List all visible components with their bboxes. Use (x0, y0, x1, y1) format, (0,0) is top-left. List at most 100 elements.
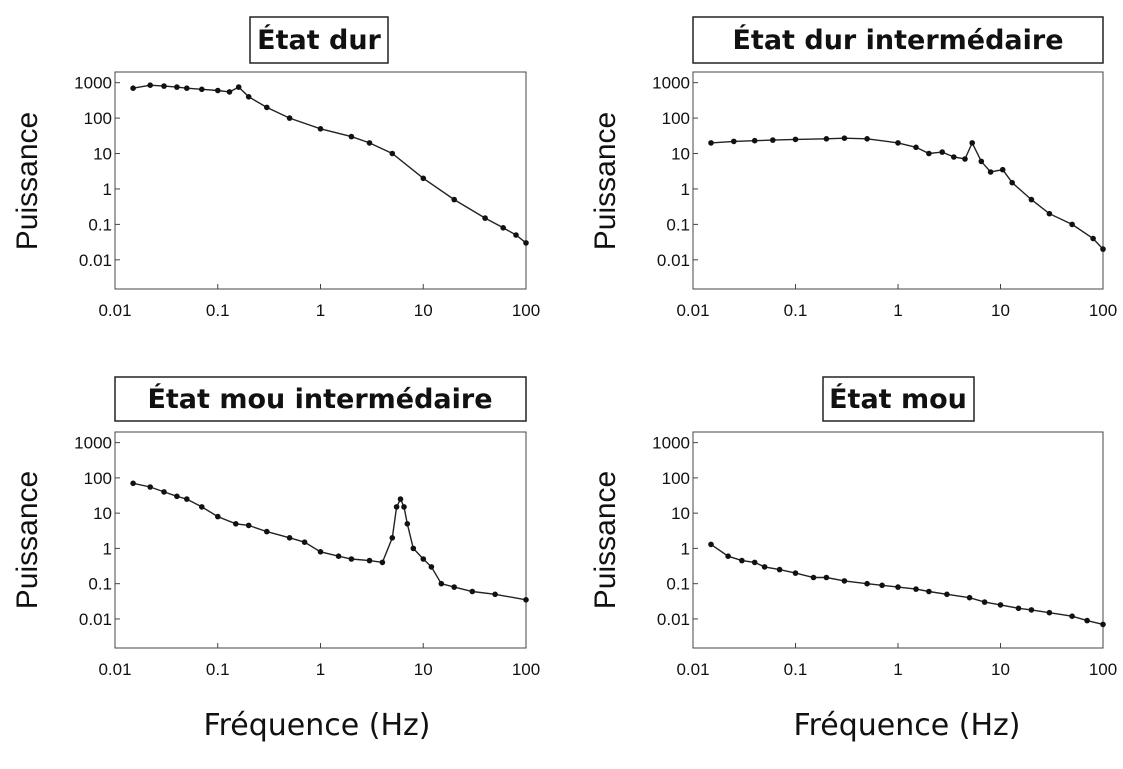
data-point (913, 586, 919, 592)
ticks: 0.01 0.1 1 10 100 1000 100 10 1 0.1 0.01 (74, 74, 540, 320)
data-marks (130, 82, 529, 246)
data-point (792, 136, 799, 143)
data-point (1100, 246, 1106, 252)
data-point (226, 89, 233, 95)
x-tick-label: 0.1 (784, 301, 808, 320)
data-point (823, 136, 830, 142)
data-point (731, 138, 737, 145)
data-point (130, 85, 136, 91)
panel-title: État mou intermédaire (147, 383, 492, 415)
y-tick-label: 0.1 (666, 215, 690, 234)
data-point (348, 133, 355, 140)
data-point (987, 169, 994, 175)
data-point (841, 578, 848, 584)
data-point (776, 566, 783, 573)
x-tick-label: 1 (893, 301, 902, 320)
x-tick-label: 100 (512, 660, 540, 679)
data-point (1009, 179, 1015, 186)
x-tick-label: 10 (991, 301, 1010, 320)
panel-hard-state: État dur Puissance 0.01 0.1 1 10 100 1000 100 1… (11, 16, 540, 320)
y-tick-label: 10 (671, 145, 690, 164)
data-point (492, 591, 498, 598)
data-point (317, 126, 324, 132)
data-point (792, 570, 799, 576)
data-point (401, 504, 407, 510)
data-point (739, 557, 745, 564)
data-point (1028, 607, 1035, 613)
data-point (962, 156, 968, 162)
data-point (397, 496, 404, 502)
x-tick-label: 100 (1089, 301, 1117, 320)
x-axis-label-right: Fréquence (Hz) (794, 708, 1021, 743)
data-point (1069, 221, 1075, 228)
y-axis-label: Puissance (589, 471, 622, 609)
data-marks (708, 135, 1106, 252)
data-point (951, 154, 957, 160)
y-axis-label: Puissance (589, 112, 622, 250)
title-box (249, 16, 389, 64)
data-point (939, 149, 945, 155)
ticks: 0.01 0.1 1 10 100 1000 100 10 1 0.1 0.01 (652, 434, 1117, 679)
y-tick-label: 10 (93, 504, 112, 523)
plot-frame (692, 71, 1104, 290)
y-axis-label: Puissance (11, 471, 44, 609)
data-point (841, 135, 848, 141)
y-tick-label: 1 (681, 539, 690, 558)
x-tick-label: 100 (1089, 660, 1117, 679)
data-point (926, 588, 932, 595)
data-point (708, 541, 714, 548)
data-point (428, 564, 435, 570)
title-box (822, 376, 975, 422)
data-point (999, 166, 1006, 173)
data-point (286, 115, 293, 121)
data-point (895, 140, 901, 146)
data-point (864, 580, 870, 587)
data-point (810, 574, 817, 581)
data-point (895, 584, 901, 590)
data-point (393, 504, 400, 510)
y-tick-label: 1 (103, 539, 112, 558)
y-tick-label: 0.01 (657, 610, 690, 629)
data-point (245, 522, 252, 529)
data-point (184, 496, 190, 502)
x-tick-label: 0.1 (206, 660, 230, 679)
data-point (147, 484, 153, 490)
data-point (751, 559, 758, 566)
data-point (969, 140, 975, 146)
y-tick-label: 100 (662, 109, 690, 128)
data-point (1100, 621, 1106, 628)
x-tick-label: 100 (512, 301, 540, 320)
panel-title: État dur (257, 24, 381, 56)
data-point (215, 513, 221, 520)
data-point (913, 144, 919, 151)
y-tick-label: 0.01 (79, 251, 112, 270)
data-point (1015, 605, 1022, 612)
data-point (523, 597, 529, 603)
data-point (523, 240, 529, 246)
data-point (981, 599, 988, 605)
data-point (1028, 196, 1035, 203)
x-tick-label: 0.01 (676, 301, 709, 320)
x-tick-label: 0.01 (98, 301, 131, 320)
panel-soft-intermediate-state: État mou intermédaire Puissance 0.01 0.1 1… (11, 376, 540, 679)
y-tick-label: 1000 (652, 434, 690, 453)
data-point (184, 85, 190, 91)
ticks: 0.01 0.1 1 10 100 1000 100 10 1 0.1 0.01 (74, 434, 540, 679)
data-point (823, 574, 830, 581)
data-point (944, 591, 950, 598)
data-point (482, 215, 488, 221)
data-point (997, 602, 1004, 608)
data-point (770, 137, 776, 143)
data-point (751, 137, 758, 144)
data-point (366, 557, 373, 564)
series-trace (132, 84, 527, 244)
data-point (469, 588, 476, 595)
data-point (404, 521, 411, 527)
y-tick-label: 1000 (74, 74, 112, 93)
x-tick-label: 10 (991, 660, 1010, 679)
data-point (725, 553, 731, 559)
data-marks (708, 541, 1106, 628)
y-tick-label: 100 (84, 109, 112, 128)
data-point (199, 86, 205, 93)
y-tick-label: 0.1 (88, 575, 112, 594)
